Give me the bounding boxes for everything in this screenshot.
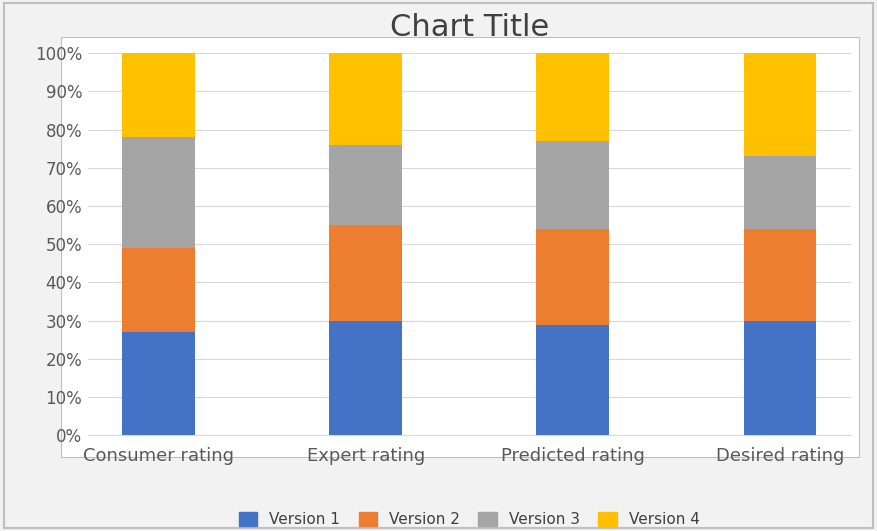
Bar — [537, 141, 609, 229]
Bar — [123, 137, 195, 248]
Title: Chart Title: Chart Title — [389, 13, 549, 42]
Bar — [744, 229, 816, 321]
Bar — [330, 145, 402, 225]
Bar — [537, 229, 609, 324]
Bar — [744, 321, 816, 435]
Bar — [330, 225, 402, 321]
Bar — [537, 53, 609, 141]
Bar — [744, 53, 816, 156]
Bar — [744, 156, 816, 229]
Bar — [537, 324, 609, 435]
Bar — [123, 248, 195, 332]
Legend: Version 1, Version 2, Version 3, Version 4: Version 1, Version 2, Version 3, Version… — [232, 504, 707, 531]
Bar — [123, 332, 195, 435]
Bar — [330, 321, 402, 435]
Bar — [123, 53, 195, 137]
Bar — [330, 53, 402, 145]
